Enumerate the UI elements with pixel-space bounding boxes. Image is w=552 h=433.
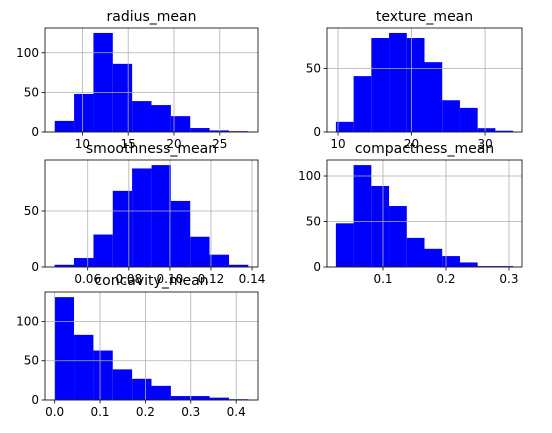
bar [151, 385, 171, 400]
bar [112, 369, 133, 400]
bar [132, 101, 152, 132]
bar [442, 100, 460, 132]
y-tick-label: 0 [31, 125, 39, 139]
y-tick-label: 50 [24, 354, 39, 368]
x-tick-label: 0.08 [115, 272, 142, 286]
y-tick-label: 0 [31, 260, 39, 274]
y-tick-label: 100 [16, 46, 39, 60]
x-tick-label: 10 [75, 137, 90, 151]
bar [389, 206, 407, 267]
x-tick-label: 20 [166, 137, 181, 151]
bar [459, 107, 478, 132]
x-tick-label: 0.0 [45, 405, 64, 419]
bar [371, 38, 390, 132]
bar [229, 264, 249, 267]
bar [495, 130, 514, 132]
x-tick-label: 15 [121, 137, 136, 151]
x-tick-label: 0.3 [181, 405, 200, 419]
x-tick-label: 0.3 [499, 272, 518, 286]
bar [477, 128, 496, 132]
bar [54, 120, 75, 132]
bar [132, 168, 152, 267]
bar [495, 266, 514, 267]
bar [190, 396, 210, 400]
bar [389, 32, 407, 133]
bar [353, 165, 372, 267]
bar [112, 190, 133, 267]
chart-title: concavity_mean [94, 273, 208, 289]
x-tick-label: 30 [477, 137, 492, 151]
bar [477, 266, 496, 267]
axes-frame [44, 159, 259, 268]
x-tick-label: 0.1 [373, 272, 392, 286]
bar [424, 62, 443, 132]
bar [190, 236, 210, 267]
bar [190, 128, 210, 132]
bar [73, 258, 94, 267]
bar [93, 234, 113, 267]
y-tick-label: 100 [16, 314, 39, 328]
x-tick-label: 25 [212, 137, 227, 151]
y-tick-label: 50 [24, 204, 39, 218]
x-tick-label: 0.2 [436, 272, 455, 286]
bar [170, 200, 191, 267]
bar [170, 116, 191, 132]
bar [335, 223, 354, 267]
bar [151, 165, 171, 267]
bar [132, 378, 152, 400]
axes-frame [44, 291, 259, 401]
chart-title: texture_mean [376, 9, 473, 25]
y-tick-label: 50 [24, 85, 39, 99]
x-tick-label: 0.2 [136, 405, 155, 419]
bar [209, 254, 230, 267]
bar [74, 334, 94, 400]
axes-frame [326, 27, 523, 133]
chart-title: compactness_mean [355, 141, 494, 157]
y-tick-label: 0 [313, 260, 321, 274]
bar [442, 256, 460, 267]
bar [459, 262, 478, 267]
bar [170, 396, 191, 400]
bar [209, 397, 229, 400]
bar [209, 130, 229, 132]
bar [54, 264, 74, 267]
x-tick-label: 0.06 [74, 272, 101, 286]
x-tick-label: 0.1 [90, 405, 109, 419]
y-tick-label: 0 [31, 393, 39, 407]
bar [93, 32, 113, 133]
y-tick-label: 50 [306, 215, 321, 229]
axes-frame [44, 27, 259, 133]
y-tick-label: 0 [313, 125, 321, 139]
bar [406, 237, 425, 267]
y-tick-label: 50 [306, 62, 321, 76]
x-tick-label: 0.4 [227, 405, 246, 419]
x-tick-label: 0.14 [239, 272, 266, 286]
bar [151, 105, 171, 132]
axes-frame [326, 159, 523, 268]
y-tick-label: 100 [298, 169, 321, 183]
x-tick-label: 0.10 [157, 272, 184, 286]
x-tick-label: 20 [404, 137, 419, 151]
bar [74, 93, 94, 132]
chart-title: radius_mean [107, 9, 197, 25]
chart-title: smoothness_mean [86, 141, 217, 157]
x-tick-label: 0.12 [198, 272, 225, 286]
bar [93, 350, 113, 400]
bar [353, 76, 372, 132]
bar [112, 63, 133, 132]
bar [406, 38, 425, 132]
bar [424, 248, 443, 267]
bar [371, 186, 390, 267]
bar [54, 297, 75, 400]
bar [335, 121, 354, 132]
x-tick-label: 10 [330, 137, 345, 151]
